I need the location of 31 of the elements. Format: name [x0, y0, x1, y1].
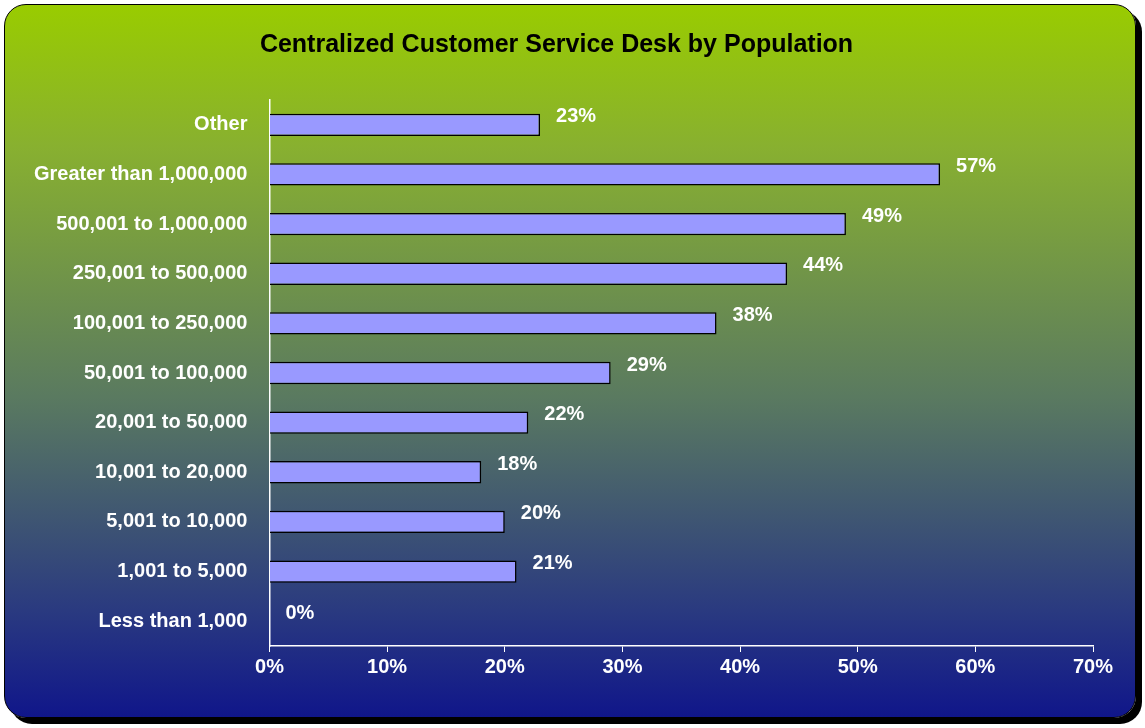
- x-tick-label: 60%: [955, 654, 996, 677]
- y-tick-label: 250,001 to 500,000: [72, 261, 248, 284]
- data-label: 57%: [956, 153, 997, 176]
- y-tick-label: 50,001 to 100,000: [83, 360, 248, 383]
- x-tick-label: 70%: [1072, 654, 1114, 677]
- data-label: 23%: [556, 104, 597, 127]
- x-tick-label: 0%: [255, 654, 285, 677]
- y-tick-label: 20,001 to 50,000: [95, 410, 248, 433]
- x-tick-label: 10%: [367, 654, 408, 677]
- data-label: 29%: [626, 352, 667, 375]
- data-label: 20%: [520, 501, 561, 524]
- y-tick-label: Greater than 1,000,000: [33, 161, 248, 184]
- y-tick-label: 10,001 to 20,000: [95, 459, 248, 482]
- x-tick-label: 40%: [720, 654, 761, 677]
- data-label: 38%: [732, 302, 773, 325]
- x-tick-label: 20%: [484, 654, 525, 677]
- y-tick-label: 500,001 to 1,000,000: [56, 211, 248, 234]
- x-tick-label: 30%: [602, 654, 643, 677]
- data-label: 0%: [285, 600, 315, 623]
- chart-title: Centralized Customer Service Desk by Population: [259, 28, 854, 57]
- y-tick-label: Less than 1,000: [98, 608, 248, 631]
- data-label: 18%: [497, 451, 538, 474]
- x-tick-label: 50%: [837, 654, 878, 677]
- y-tick-label: Other: [194, 112, 248, 135]
- y-tick-label: 1,001 to 5,000: [117, 559, 248, 582]
- data-label: 44%: [803, 253, 844, 276]
- data-label: 21%: [532, 551, 573, 574]
- data-label: 49%: [861, 203, 903, 226]
- y-tick-label: 100,001 to 250,000: [72, 310, 248, 333]
- y-tick-label: 5,001 to 10,000: [106, 509, 248, 532]
- data-label: 22%: [544, 402, 585, 425]
